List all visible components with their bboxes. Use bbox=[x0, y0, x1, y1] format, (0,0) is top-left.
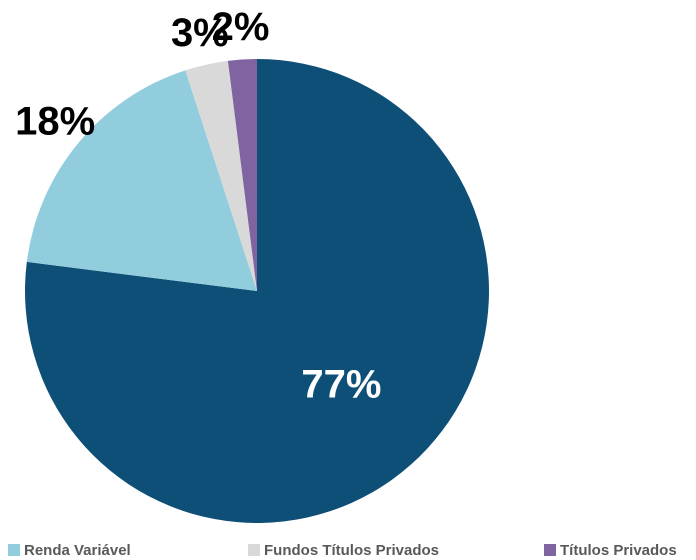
pie-slice bbox=[227, 59, 257, 291]
legend-label: Renda Variável bbox=[24, 542, 131, 559]
data-label: 18% bbox=[15, 100, 95, 144]
legend-label: Títulos Privados bbox=[560, 542, 677, 559]
data-label: 3% bbox=[171, 11, 229, 55]
legend-label: Fundos Títulos Privados bbox=[264, 542, 439, 559]
legend-swatch bbox=[8, 544, 20, 556]
pie-slice bbox=[26, 70, 257, 291]
data-label: 77% bbox=[301, 362, 381, 406]
pie-slice bbox=[185, 60, 257, 291]
legend-swatch bbox=[544, 544, 556, 556]
data-label: 2% bbox=[212, 5, 270, 49]
legend-swatch bbox=[248, 544, 260, 556]
